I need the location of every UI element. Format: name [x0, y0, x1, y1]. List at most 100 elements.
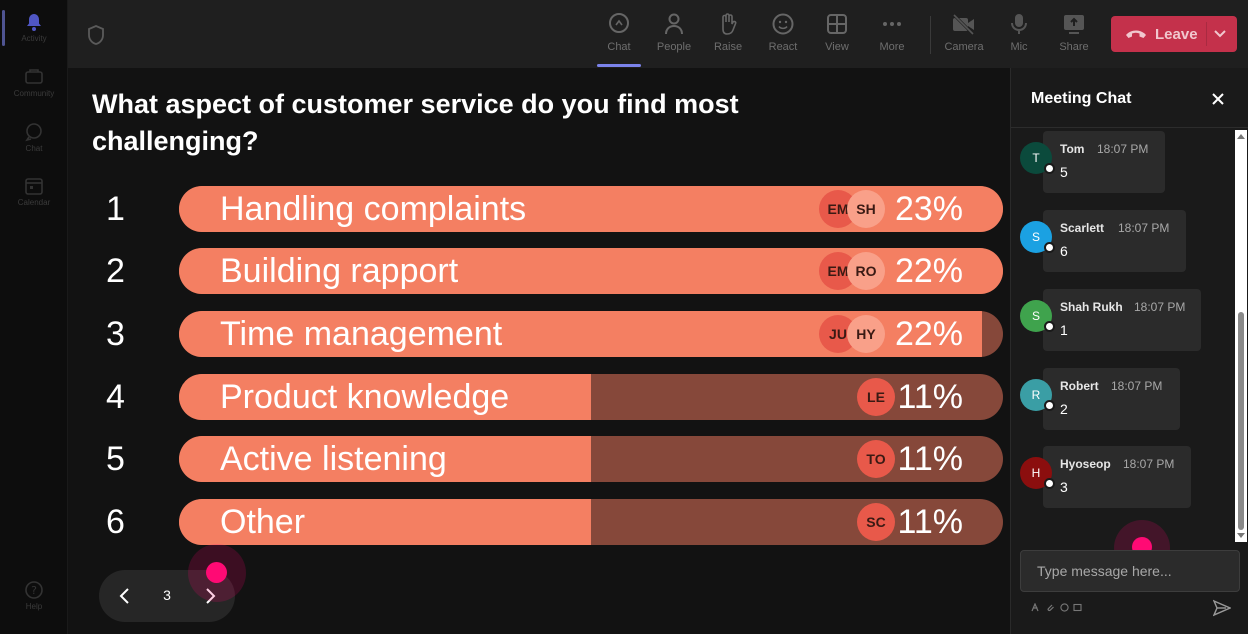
close-icon[interactable] — [1211, 92, 1225, 106]
rail-label-activity: Activity — [21, 34, 47, 43]
chat-avatar: H — [1020, 457, 1055, 489]
chat-timestamp: 18:07 PM — [1111, 379, 1163, 393]
view-button-label: View — [825, 41, 849, 53]
voter-avatar: HY — [847, 315, 885, 353]
grid-view-icon — [827, 14, 847, 34]
chat-scrollbar[interactable] — [1235, 130, 1247, 542]
smiley-icon — [772, 13, 794, 35]
share-screen-icon — [1064, 15, 1084, 34]
leave-button[interactable]: Leave — [1111, 16, 1237, 52]
send-icon[interactable] — [1213, 599, 1231, 617]
poll-option-bar[interactable]: Other SC 11% — [179, 499, 1003, 545]
presence-status-icon — [1044, 321, 1055, 332]
poll-option-number: 2 — [106, 252, 125, 290]
scroll-down-icon[interactable] — [1237, 533, 1245, 539]
chat-message: Scarlett 18:07 PM 6 — [1043, 210, 1186, 272]
rail-item-calendar[interactable]: Calendar — [0, 176, 68, 207]
poll-option-bar[interactable]: Building rapport EM RO 22% — [179, 248, 1003, 294]
chat-sender-name: Tom — [1060, 142, 1085, 156]
chat-timestamp: 18:07 PM — [1123, 457, 1175, 471]
microphone-icon — [1011, 14, 1027, 34]
poll-question: What aspect of customer service do you f… — [92, 89, 739, 156]
page-number: 3 — [163, 587, 171, 603]
poll-option-bar[interactable]: Active listening TO 11% — [179, 436, 1003, 482]
poll-option-bar[interactable]: Handling complaints EM SH 23% — [179, 186, 1003, 232]
help-icon: ? — [25, 581, 43, 599]
voter-avatar: LE — [857, 378, 895, 416]
shield-icon[interactable] — [86, 24, 106, 46]
attach-icon[interactable] — [1046, 603, 1055, 612]
emoji-icon[interactable] — [1060, 603, 1069, 612]
chat-sender-name: Robert — [1060, 379, 1099, 393]
share-button-label: Share — [1059, 41, 1089, 53]
rail-item-chat[interactable]: Chat — [0, 122, 68, 153]
people-button[interactable]: People — [648, 12, 700, 60]
format-icon[interactable] — [1031, 603, 1040, 612]
poll-option-percent: 22% — [894, 315, 963, 353]
chat-header-divider — [1011, 127, 1248, 128]
view-button[interactable]: View — [811, 12, 863, 60]
chat-message-text: 5 — [1060, 164, 1068, 180]
rail-item-community[interactable]: Community — [0, 67, 68, 98]
leave-button-label: Leave — [1155, 25, 1198, 43]
rail-label-community: Community — [13, 89, 55, 98]
mic-button[interactable]: Mic — [993, 12, 1045, 60]
scroll-up-icon[interactable] — [1237, 133, 1245, 139]
poll-option-percent: 11% — [897, 440, 963, 478]
poll-option-fill — [179, 374, 591, 420]
meeting-chat-panel: Meeting Chat Tom 18:07 PM 5 T Scarlett 18:07 … — [1010, 68, 1248, 634]
chevron-down-icon[interactable] — [1213, 29, 1227, 39]
meeting-toolbar: Chat People Raise React View More Camera… — [68, 0, 1248, 68]
presence-status-icon — [1044, 163, 1055, 174]
chat-message: Tom 18:07 PM 5 — [1043, 131, 1165, 193]
calendar-icon — [25, 178, 43, 195]
chat-sender-name: Hyoseop — [1060, 457, 1111, 471]
poll-option-number: 6 — [106, 503, 125, 541]
chat-avatar: S — [1020, 300, 1055, 332]
poll-option-number: 5 — [106, 440, 125, 478]
chevron-left-icon[interactable] — [117, 587, 133, 605]
share-button[interactable]: Share — [1048, 12, 1100, 60]
poll-option-label: Building rapport — [220, 252, 459, 290]
poll-stage: What aspect of customer service do you f… — [68, 68, 1010, 634]
more-button[interactable]: More — [866, 12, 918, 60]
rail-item-help[interactable]: ? Help — [0, 580, 68, 611]
poll-option-percent: 11% — [897, 378, 963, 416]
poll-option-percent: 23% — [894, 190, 963, 228]
chat-message-text: 1 — [1060, 322, 1068, 338]
raise-hand-icon — [722, 13, 737, 35]
voter-avatar: SC — [857, 503, 895, 541]
scrollbar-thumb[interactable] — [1238, 312, 1244, 530]
rail-label-chat: Chat — [25, 144, 43, 153]
poll-option-fill — [179, 499, 591, 545]
chat-avatar: S — [1020, 221, 1055, 253]
poll-option-bar[interactable]: Product knowledge LE 11% — [179, 374, 1003, 420]
gif-icon[interactable] — [1073, 603, 1082, 612]
raise-button-label: Raise — [713, 41, 743, 53]
chat-message-input[interactable] — [1020, 550, 1240, 592]
chat-avatar-initial: S — [1031, 309, 1040, 323]
camera-button[interactable]: Camera — [938, 12, 990, 60]
rail-label-calendar: Calendar — [17, 198, 51, 207]
people-button-label: People — [656, 41, 692, 53]
chevron-right-icon[interactable] — [202, 587, 218, 605]
mic-button-label: Mic — [1010, 41, 1028, 53]
react-button[interactable]: React — [757, 12, 809, 60]
chat-message: Hyoseop 18:07 PM 3 — [1043, 446, 1191, 508]
poll-option-bar[interactable]: Time management JU HY 22% — [179, 311, 1003, 357]
voter-avatar: SH — [847, 190, 885, 228]
app-rail: Activity Community Chat Calendar ? Help — [0, 0, 68, 634]
chat-timestamp: 18:07 PM — [1134, 300, 1186, 314]
hang-up-icon — [1126, 30, 1146, 38]
poll-option-fill — [179, 436, 591, 482]
rail-label-help: Help — [25, 602, 43, 611]
react-button-label: React — [768, 41, 798, 53]
poll-option-label: Product knowledge — [220, 378, 510, 416]
bell-icon — [27, 14, 41, 31]
chat-button[interactable]: Chat — [593, 12, 645, 67]
chat-message: Robert 18:07 PM 2 — [1043, 368, 1180, 430]
raise-hand-button[interactable]: Raise — [702, 12, 754, 60]
rail-item-activity[interactable]: Activity — [0, 12, 68, 43]
poll-option-label: Other — [220, 503, 306, 541]
poll-option-number: 1 — [106, 190, 125, 228]
